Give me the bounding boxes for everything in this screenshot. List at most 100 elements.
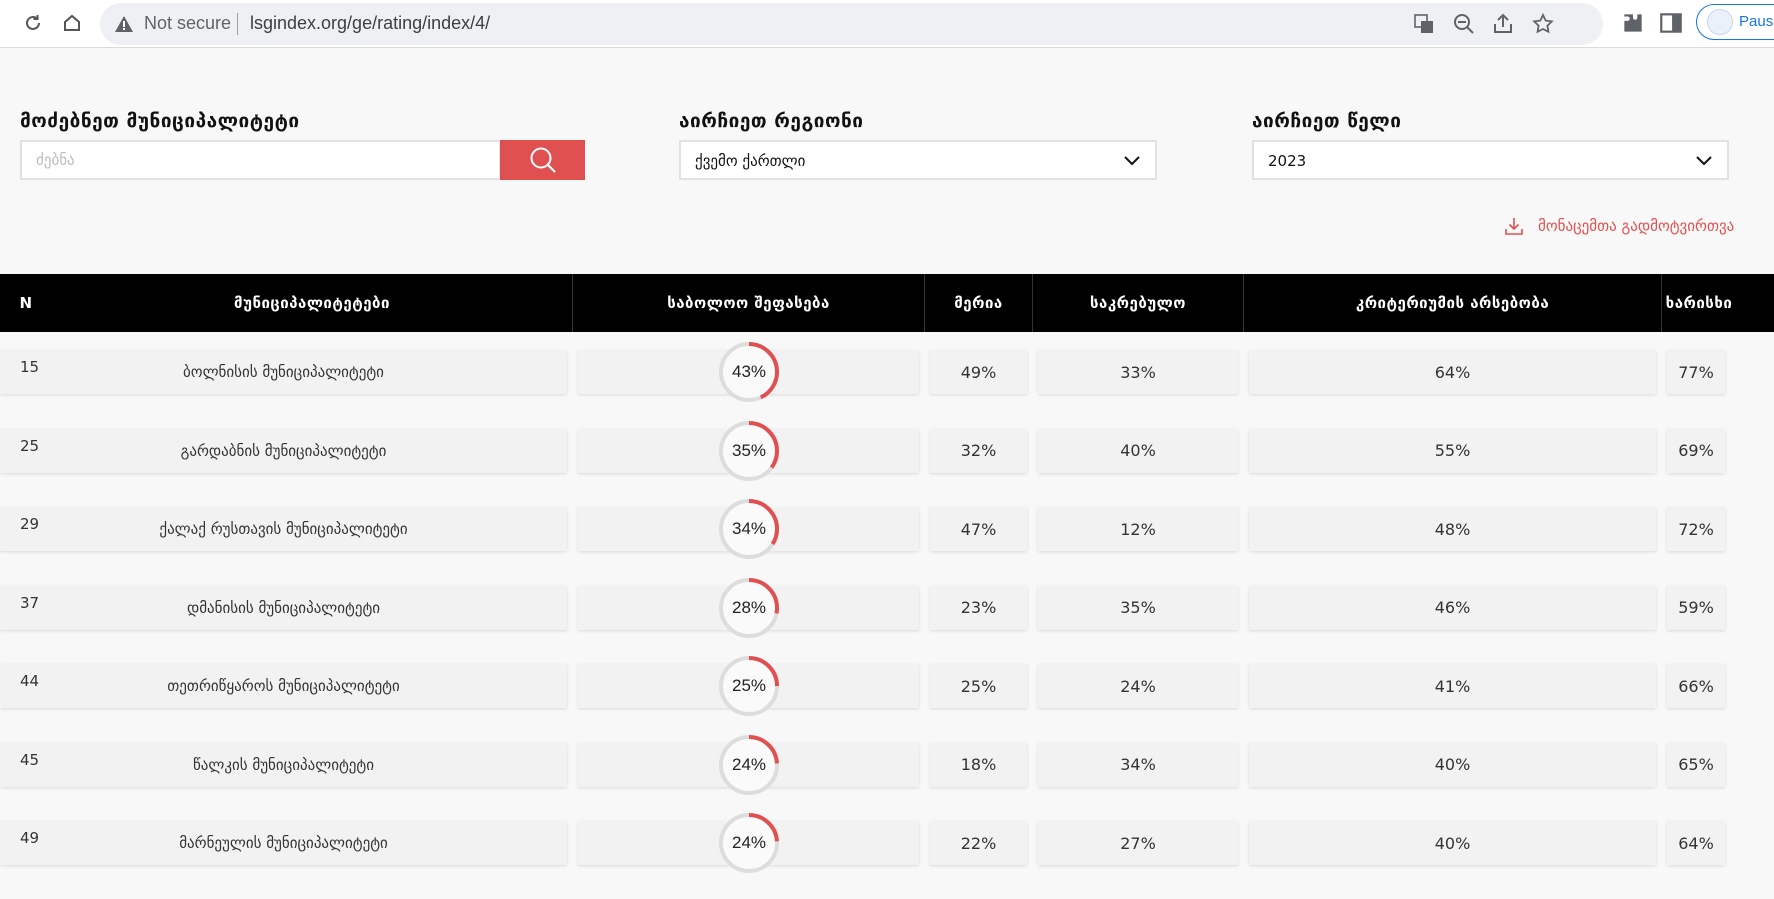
pause-toggle: [1707, 9, 1733, 35]
criteria-cell: 40%: [1249, 821, 1656, 865]
table-row[interactable]: 37 დმანისის მუნიციპალიტეტი 28% 23% 35% 46% 59%: [0, 577, 1774, 664]
table-row[interactable]: 15 ბოლნისის მუნიციპალიტეტი 43% 49% 33% 64% 77%: [0, 342, 1774, 428]
url-text[interactable]: lsgindex.org/ge/rating/index/4/: [250, 13, 491, 33]
sakrebulo-cell: 33%: [1038, 350, 1238, 394]
table-row[interactable]: 49 მარნეულის მუნიციპალიტეტი 24% 22% 27% 40% 64…: [0, 813, 1774, 899]
search-icon: [530, 147, 556, 173]
criteria-cell: 40%: [1249, 742, 1656, 787]
municipality-name[interactable]: ქალაქ რუსთავის მუნიციპალიტეტი: [159, 520, 408, 538]
meria-cell: 47%: [930, 507, 1027, 551]
rank-number: 29: [20, 515, 40, 533]
side-panel-icon[interactable]: [1658, 10, 1684, 36]
meria-cell: 18%: [930, 742, 1027, 787]
extensions-icon[interactable]: [1620, 10, 1646, 36]
meria-cell: 22%: [930, 821, 1027, 865]
municipality-name[interactable]: თეთრიწყაროს მუნიციპალიტეტი: [167, 677, 400, 695]
gauge-progress: [719, 577, 779, 638]
header-divider: [1032, 274, 1033, 332]
search-button[interactable]: [500, 140, 585, 180]
sakrebulo-cell: 27%: [1038, 821, 1238, 865]
share-icon[interactable]: [1491, 12, 1515, 36]
quality-cell: 64%: [1667, 821, 1725, 865]
meria-cell: 32%: [930, 428, 1027, 473]
quality-cell: 59%: [1667, 585, 1725, 630]
total-score-gauge: 25%: [717, 654, 781, 718]
download-icon: [1505, 218, 1523, 235]
table-row[interactable]: 45 წალკის მუნიციპალიტეტი 24% 18% 34% 40% 65%: [0, 734, 1774, 821]
criteria-cell: 46%: [1249, 585, 1656, 630]
home-icon[interactable]: [57, 8, 87, 38]
table-row[interactable]: 44 თეთრიწყაროს მუნიციპალიტეტი 25% 25% 24% 41%…: [0, 656, 1774, 742]
municipality-name[interactable]: გარდაბნის მუნიციპალიტეტი: [180, 441, 387, 460]
total-score-value: 35%: [731, 440, 767, 460]
pause-button[interactable]: Pause: [1696, 4, 1774, 40]
rank-number: 49: [20, 829, 40, 847]
total-score-value: 24%: [731, 833, 767, 852]
header-sakrebulo[interactable]: საკრებულო: [1090, 294, 1186, 312]
gauge-progress: [719, 734, 779, 795]
meria-cell: 23%: [930, 585, 1027, 630]
header-total[interactable]: საბოლოო შეფასება: [667, 294, 830, 312]
header-municipality[interactable]: მუნიციპალიტეტები: [234, 294, 390, 312]
municipality-cell[interactable]: 25 გარდაბნის მუნიციპალიტეტი: [0, 428, 567, 473]
table-header: N მუნიციპალიტეტები საბოლოო შეფასება მერი…: [0, 274, 1774, 332]
table-row[interactable]: 25 გარდაბნის მუნიციპალიტეტი 35% 32% 40% 55% 69…: [0, 420, 1774, 507]
header-divider: [1661, 274, 1662, 332]
year-label: აირჩიეთ წელი: [1252, 110, 1402, 132]
download-data-link[interactable]: მონაცემთა გადმოტვირთვა: [1504, 214, 1734, 238]
quality-cell: 72%: [1667, 507, 1725, 551]
total-score-value: 34%: [731, 519, 767, 538]
chevron-down-icon: [1696, 156, 1712, 166]
region-label: აირჩიეთ რეგიონი: [679, 110, 864, 132]
meria-cell: 25%: [930, 664, 1027, 708]
total-score-gauge: 43%: [717, 340, 781, 404]
year-selected-value: 2023: [1268, 152, 1307, 170]
municipality-name[interactable]: ბოლნისის მუნიციპალიტეტი: [183, 363, 384, 381]
total-score-gauge: 34%: [717, 497, 781, 561]
total-score-value: 25%: [731, 676, 767, 695]
quality-cell: 77%: [1667, 350, 1725, 394]
municipality-name[interactable]: წალკის მუნიციპალიტეტი: [193, 755, 374, 774]
zoom-out-icon[interactable]: [1452, 12, 1476, 36]
header-divider: [572, 274, 573, 332]
total-score-gauge: 35%: [717, 419, 781, 483]
region-select[interactable]: ქვემო ქართლი: [679, 140, 1157, 180]
header-meria[interactable]: მერია: [954, 294, 1003, 312]
address-bar[interactable]: Not secure lsgindex.org/ge/rating/index/…: [100, 3, 1603, 45]
browser-toolbar: Not secure lsgindex.org/ge/rating/index/…: [0, 0, 1774, 48]
municipality-name[interactable]: დმანისის მუნიციპალიტეტი: [186, 598, 381, 617]
municipality-cell[interactable]: 15 ბოლნისის მუნიციპალიტეტი: [0, 350, 567, 394]
municipality-cell[interactable]: 37 დმანისის მუნიციპალიტეტი: [0, 585, 567, 630]
municipality-cell[interactable]: 44 თეთრიწყაროს მუნიციპალიტეტი: [0, 664, 567, 708]
table-row[interactable]: 29 ქალაქ რუსთავის მუნიციპალიტეტი 34% 47% 12%…: [0, 499, 1774, 585]
search-input[interactable]: [20, 140, 501, 180]
header-divider: [1243, 274, 1244, 332]
omnibox-divider: [237, 13, 238, 35]
municipality-cell[interactable]: 29 ქალაქ რუსთავის მუნიციპალიტეტი: [0, 507, 567, 551]
warning-icon[interactable]: [114, 14, 134, 34]
rank-number: 15: [20, 358, 40, 376]
total-score-value: 28%: [731, 597, 767, 617]
header-divider: [924, 274, 925, 332]
municipality-name[interactable]: მარნეულის მუნიციპალიტეტი: [179, 834, 388, 852]
header-quality[interactable]: ხარისხი: [1665, 294, 1733, 312]
rank-number: 37: [20, 593, 40, 612]
quality-cell: 66%: [1667, 664, 1725, 708]
municipality-cell[interactable]: 45 წალკის მუნიციპალიტეტი: [0, 742, 567, 787]
header-criteria[interactable]: კრიტერიუმის არსებობა: [1355, 294, 1550, 312]
search-label: მოძებნეთ მუნიციპალიტეტი: [20, 110, 300, 132]
translate-icon[interactable]: [1412, 12, 1436, 36]
reload-icon[interactable]: [18, 8, 48, 38]
sakrebulo-cell: 40%: [1038, 428, 1238, 473]
year-select[interactable]: 2023: [1252, 140, 1729, 180]
rank-number: 45: [20, 750, 40, 769]
sakrebulo-cell: 34%: [1038, 742, 1238, 787]
chevron-down-icon: [1124, 156, 1140, 166]
bookmark-star-icon[interactable]: [1531, 12, 1555, 36]
header-n[interactable]: N: [19, 294, 33, 312]
meria-cell: 49%: [930, 350, 1027, 394]
total-score-gauge: 24%: [717, 733, 781, 797]
gauge-progress: [719, 420, 779, 481]
municipality-cell[interactable]: 49 მარნეულის მუნიციპალიტეტი: [0, 821, 567, 865]
security-status[interactable]: Not secure: [144, 13, 232, 33]
